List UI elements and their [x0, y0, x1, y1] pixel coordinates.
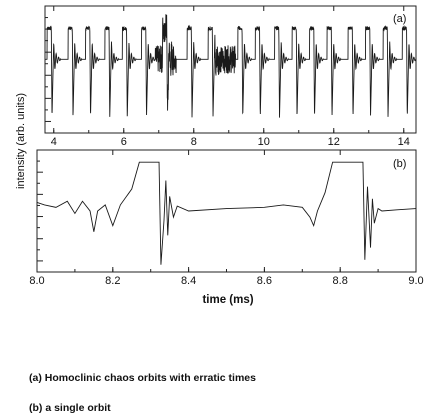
x-axis-label: time (ms): [202, 294, 253, 306]
x-tick-label: 14: [398, 136, 410, 148]
panel-b-label: (b): [393, 158, 406, 170]
panel-b-frame: [36, 149, 417, 273]
y-axis-label: intensity (arb. units): [15, 93, 27, 189]
panel-a-trace: [45, 14, 417, 118]
caption-a: (a) Homoclinic chaos orbits with erratic…: [29, 372, 256, 384]
x-tick-label: 8.8: [333, 275, 348, 287]
panel-a: (a) 4 6 8 10 12 14: [44, 5, 417, 148]
x-tick-label: 8: [191, 136, 197, 148]
caption-b: (b) a single orbit: [29, 402, 111, 414]
panel-a-frame: [44, 5, 417, 134]
x-tick-label: 4: [51, 136, 57, 148]
x-tick-label: 12: [328, 136, 340, 148]
x-tick-label: 8.6: [257, 275, 272, 287]
x-tick-label: 8.2: [105, 275, 120, 287]
x-tick-label: 8.4: [181, 275, 196, 287]
x-tick-label: 8.0: [29, 275, 44, 287]
panel-b-axis-ticks: [36, 150, 417, 272]
panel-a-label: (a): [393, 13, 406, 25]
panel-b-trace: [36, 161, 417, 265]
x-tick-label: 6: [121, 136, 127, 148]
panel-b-x-tick-labels: 8.0 8.2 8.4 8.6 8.8 9.0: [29, 275, 423, 287]
panel-b: (b) 8.0 8.2 8.4 8.6 8.8 9.0 time (ms): [29, 149, 424, 306]
x-tick-label: 9.0: [408, 275, 423, 287]
x-tick-label: 10: [258, 136, 270, 148]
panel-a-x-tick-labels: 4 6 8 10 12 14: [51, 136, 410, 148]
